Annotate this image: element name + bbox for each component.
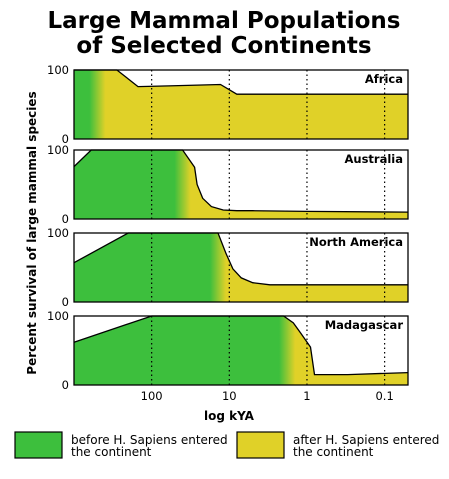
y-tick-label: 0 <box>62 132 69 146</box>
survival-area <box>74 316 408 385</box>
legend-swatch <box>236 431 285 459</box>
y-tick-label: 100 <box>47 226 69 240</box>
x-tick-label: 100 <box>141 389 163 403</box>
y-tick-label: 0 <box>62 212 69 226</box>
y-axis-label: Percent survival of large mammal species <box>25 91 39 374</box>
panel-frame <box>73 232 409 303</box>
x-tick-label: 10 <box>222 389 237 403</box>
panel-frame <box>73 315 409 386</box>
y-tick-label: 100 <box>47 143 69 157</box>
chart-title-line-2: of Selected Continents <box>76 33 371 59</box>
y-tick-label: 100 <box>47 309 69 323</box>
panel-frame <box>73 69 409 140</box>
x-tick-labels: 100 10 1 0.1 <box>141 389 394 403</box>
y-tick-label: 100 <box>47 63 69 77</box>
x-tick-label: 1 <box>303 389 310 403</box>
panel-name: Australia <box>344 152 403 166</box>
legend-label: the continent <box>71 445 152 459</box>
panel-australia: Australia 0 100 <box>47 143 409 226</box>
panel-africa: Africa 0 100 <box>47 63 409 146</box>
survival-area <box>74 150 408 219</box>
legend-label: before H. Sapiens entered <box>71 433 228 447</box>
x-axis-label: log kYA <box>204 409 255 423</box>
panel-name: Madagascar <box>325 318 404 332</box>
panel-name: North America <box>309 235 403 249</box>
panel-north-america: North America 0 100 <box>47 226 409 309</box>
chart-title-line-1: Large Mammal Populations <box>48 8 401 34</box>
y-tick-label: 0 <box>62 378 69 392</box>
legend-swatch <box>14 431 63 459</box>
x-tick-label: 0.1 <box>375 389 393 403</box>
survival-area <box>74 233 408 302</box>
panel-madagascar: Madagascar 0 100 <box>47 309 409 392</box>
survival-area <box>74 70 408 139</box>
y-tick-label: 0 <box>62 295 69 309</box>
panel-name: Africa <box>365 72 403 86</box>
legend-label: after H. Sapiens entered <box>293 433 439 447</box>
legend-label: the continent <box>293 445 374 459</box>
panel-frame <box>73 149 409 220</box>
